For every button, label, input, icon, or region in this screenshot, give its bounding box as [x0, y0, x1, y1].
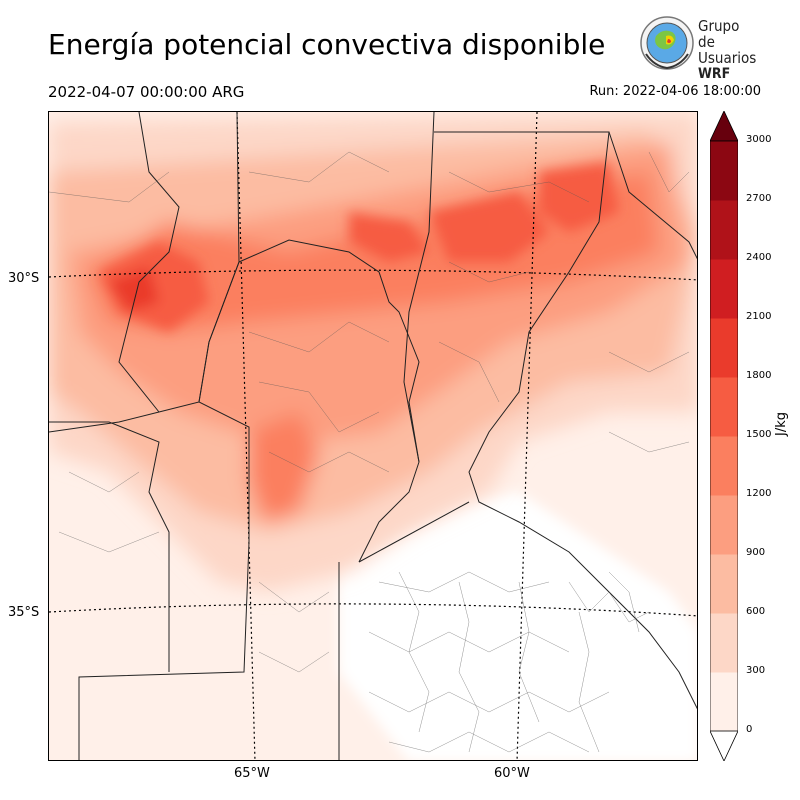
colorbar-unit-label: J/kg	[774, 412, 789, 436]
map-title: Energía potencial convectiva disponible	[48, 28, 606, 61]
logo-line-2: Usuarios	[698, 49, 757, 67]
colorbar-tick-label: 3000	[746, 134, 772, 145]
colorbar-tick-label: 600	[746, 606, 766, 617]
colorbar-tick-label: 0	[746, 724, 753, 735]
wrf-group-logo: Grupo de Usuarios WRF	[638, 14, 758, 82]
logo-line-3: WRF	[698, 66, 731, 82]
colorbar-tick-label: 900	[746, 547, 766, 558]
lon-label-65w: 65°W	[234, 766, 270, 781]
lon-label-60w: 60°W	[494, 766, 530, 781]
colorbar-tick-label: 2700	[746, 193, 772, 204]
cape-field-svg	[49, 112, 697, 760]
colorbar-tick-label: 1200	[746, 488, 772, 499]
cape-map[interactable]	[48, 111, 698, 761]
run-time: Run: 2022-04-06 18:00:00	[589, 84, 761, 99]
colorbar	[710, 111, 738, 761]
colorbar-segment	[710, 554, 738, 614]
colorbar-segment	[710, 200, 738, 260]
colorbar-segment	[710, 259, 738, 319]
colorbar-extend-min	[710, 730, 738, 761]
colorbar-segment	[710, 141, 738, 201]
logo-globe-icon	[640, 16, 694, 70]
colorbar-tick-label: 2100	[746, 311, 772, 322]
colorbar-segment	[710, 495, 738, 555]
department-borders	[49, 151, 690, 753]
colorbar-tick-label: 1800	[746, 370, 772, 381]
colorbar-tick-label: 2400	[746, 252, 772, 263]
lat-label-35s: 35°S	[8, 605, 40, 620]
colorbar-border	[710, 140, 738, 732]
colorbar-tick-label: 1500	[746, 429, 772, 440]
colorbar-segment	[710, 436, 738, 496]
logo-line-1: Grupo de	[698, 17, 740, 51]
valid-time: 2022-04-07 00:00:00 ARG	[48, 83, 245, 101]
lat-label-30s: 30°S	[8, 271, 40, 286]
colorbar-segment	[710, 672, 738, 732]
colorbar-segment	[710, 377, 738, 437]
graticule	[49, 112, 697, 760]
colorbar-segment	[710, 613, 738, 673]
colorbar-extend-max	[710, 111, 738, 142]
colorbar-segment	[710, 318, 738, 378]
colorbar-tick-label: 300	[746, 665, 766, 676]
